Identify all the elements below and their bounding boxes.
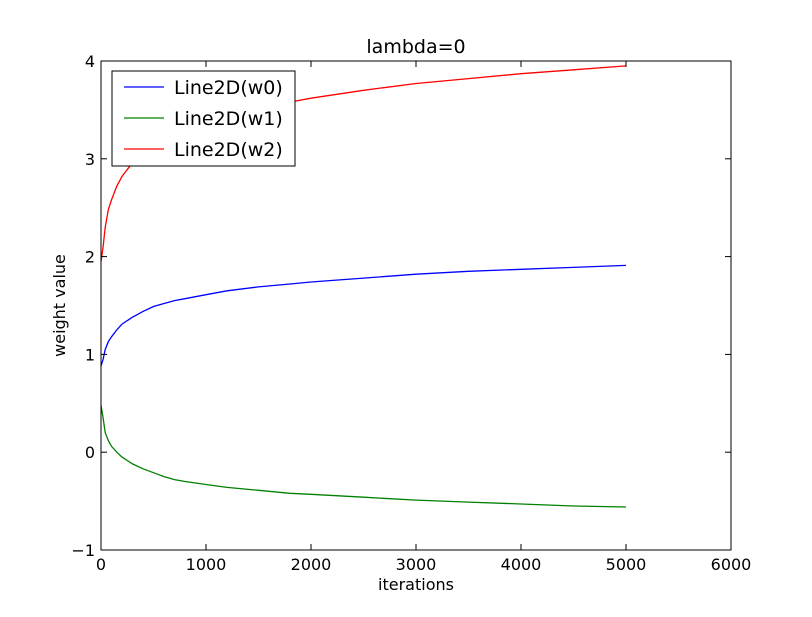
series-line-1 xyxy=(100,405,627,508)
y-tick-label: 0 xyxy=(85,443,95,462)
legend-label-0: Line2D(w0) xyxy=(174,77,283,99)
series-line-0 xyxy=(100,264,627,367)
x-tick-label: 2000 xyxy=(291,555,332,574)
y-tick-label: 4 xyxy=(85,52,95,71)
y-tick-label: 1 xyxy=(85,345,95,364)
legend-label-1: Line2D(w1) xyxy=(174,108,283,130)
y-tick-label: 3 xyxy=(85,150,95,169)
y-tick-label: −1 xyxy=(71,541,95,560)
x-tick-label: 4000 xyxy=(501,555,542,574)
legend: Line2D(w0) Line2D(w1) Line2D(w2) xyxy=(111,70,296,167)
x-tick-label: 0 xyxy=(96,555,106,574)
chart-title: lambda=0 xyxy=(366,36,465,58)
legend-label-2: Line2D(w2) xyxy=(174,139,283,161)
x-axis-label: iterations xyxy=(378,575,454,594)
x-tick-label: 1000 xyxy=(186,555,227,574)
x-tick-label: 3000 xyxy=(396,555,437,574)
plot-frame xyxy=(100,60,732,551)
x-tick-label: 6000 xyxy=(711,555,752,574)
x-tick-label: 5000 xyxy=(606,555,647,574)
y-tick-label: 2 xyxy=(85,248,95,267)
y-axis-label: weight value xyxy=(50,254,69,357)
